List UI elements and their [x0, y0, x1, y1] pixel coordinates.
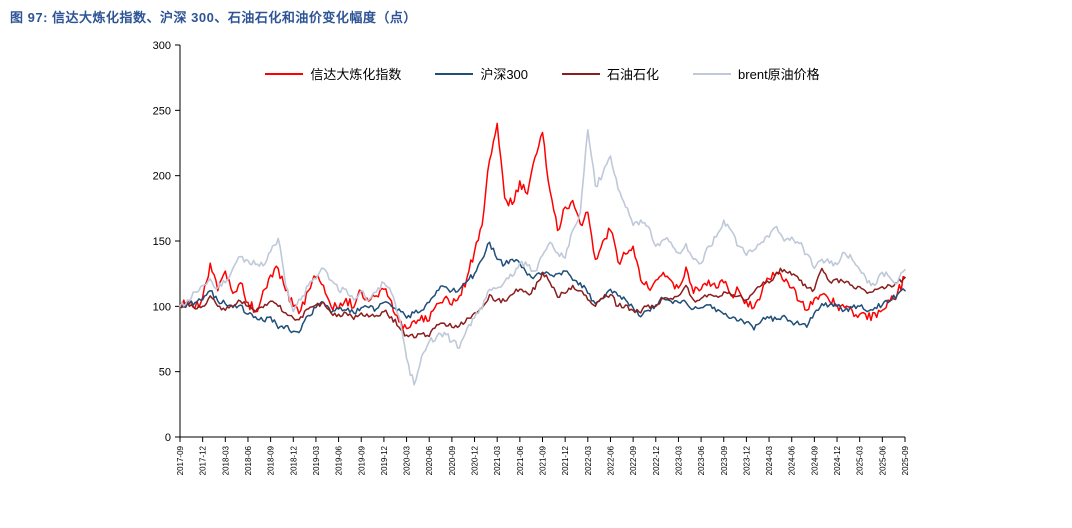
svg-text:2019-03: 2019-03	[312, 445, 321, 475]
svg-text:100: 100	[153, 301, 171, 313]
legend-label: 信达大炼化指数	[310, 67, 402, 82]
svg-text:2024-09: 2024-09	[810, 445, 819, 475]
svg-text:50: 50	[159, 367, 171, 379]
svg-text:2022-09: 2022-09	[629, 445, 638, 475]
svg-text:2021-06: 2021-06	[516, 445, 525, 475]
svg-text:2022-03: 2022-03	[584, 445, 593, 475]
legend-line-icon	[693, 72, 732, 75]
svg-text:2025-09: 2025-09	[901, 445, 910, 475]
svg-text:2023-09: 2023-09	[720, 445, 729, 475]
svg-text:2018-03: 2018-03	[221, 445, 230, 475]
x-axis-ticks: 2017-09 2017-12 2018-03 2018-06 2018-09 2018-…	[176, 437, 910, 475]
svg-text:2024-03: 2024-03	[765, 445, 774, 475]
svg-text:2023-12: 2023-12	[742, 445, 751, 475]
svg-text:2022-06: 2022-06	[606, 445, 615, 475]
figure-title: 图 97: 信达大炼化指数、沪深 300、石油石化和油价变化幅度（点）	[10, 10, 417, 25]
series-line-2	[179, 267, 906, 339]
svg-text:2018-12: 2018-12	[289, 445, 298, 475]
series-lines	[179, 122, 906, 386]
svg-text:0: 0	[165, 432, 171, 444]
legend-item-petro-petrochemical: 石油石化	[562, 64, 659, 83]
legend-item-brent-oil-price: brent原油价格	[693, 64, 820, 83]
svg-text:2023-03: 2023-03	[674, 445, 683, 475]
legend-line-icon	[265, 72, 304, 75]
y-axis-ticks: 0 50 100 150 200 250 300	[153, 40, 180, 444]
svg-text:2017-12: 2017-12	[199, 445, 208, 475]
svg-text:2018-06: 2018-06	[244, 445, 253, 475]
legend-line-icon	[562, 72, 601, 75]
svg-text:2022-12: 2022-12	[652, 445, 661, 475]
svg-text:2019-06: 2019-06	[335, 445, 344, 475]
legend-line-icon	[435, 72, 474, 75]
svg-text:2024-06: 2024-06	[788, 445, 797, 475]
svg-text:2018-09: 2018-09	[267, 445, 276, 475]
svg-text:200: 200	[153, 171, 171, 183]
legend-item-csi300: 沪深300	[435, 64, 528, 83]
chart-legend: 信达大炼化指数 沪深300 石油石化 brent原油价格	[180, 64, 905, 83]
series-line-3	[179, 129, 906, 386]
svg-text:2017-09: 2017-09	[176, 445, 185, 475]
legend-label: 石油石化	[607, 67, 660, 82]
svg-text:2021-03: 2021-03	[493, 445, 502, 475]
svg-text:2025-03: 2025-03	[856, 445, 865, 475]
svg-text:2019-09: 2019-09	[357, 445, 366, 475]
legend-label: 沪深300	[480, 67, 529, 82]
svg-text:2019-12: 2019-12	[380, 445, 389, 475]
svg-text:150: 150	[153, 236, 171, 248]
svg-text:2020-06: 2020-06	[425, 445, 434, 475]
svg-text:2023-06: 2023-06	[697, 445, 706, 475]
legend-item-xinda-refining-index: 信达大炼化指数	[265, 64, 401, 83]
svg-text:2020-03: 2020-03	[403, 445, 412, 475]
svg-text:2021-09: 2021-09	[539, 445, 548, 475]
svg-text:2020-09: 2020-09	[448, 445, 457, 475]
svg-text:300: 300	[153, 40, 171, 52]
svg-text:2024-12: 2024-12	[833, 445, 842, 475]
series-line-0	[179, 122, 906, 330]
axes	[179, 45, 905, 438]
svg-text:2025-06: 2025-06	[878, 445, 887, 475]
svg-text:2021-12: 2021-12	[561, 445, 570, 475]
legend-label: brent原油价格	[738, 67, 820, 82]
svg-text:250: 250	[153, 105, 171, 117]
svg-text:2020-12: 2020-12	[471, 445, 480, 475]
